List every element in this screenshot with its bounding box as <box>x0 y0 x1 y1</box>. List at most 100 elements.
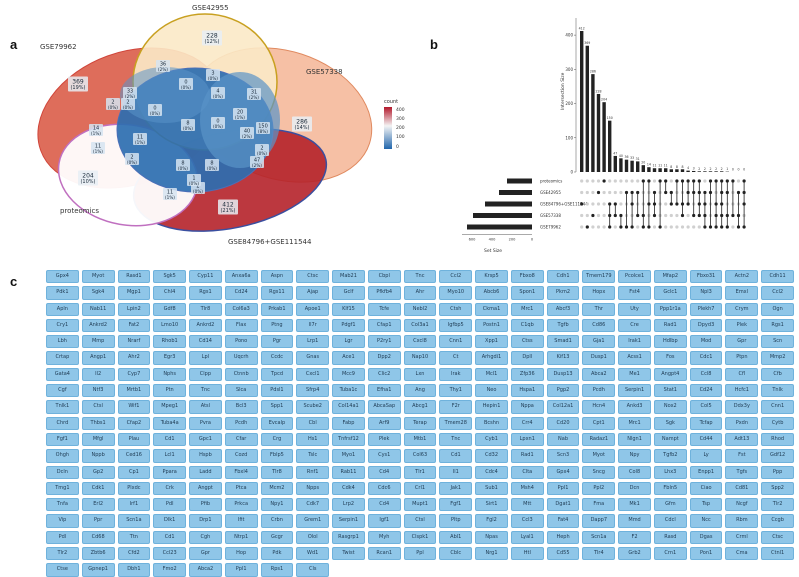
gene-cell: Ang <box>404 384 437 397</box>
y-tick-label: 400 <box>565 33 573 38</box>
gene-cell: Serpin1 <box>618 384 651 397</box>
intersection-bar <box>597 94 600 172</box>
gene-cell: Fabp <box>332 417 365 430</box>
matrix-dot <box>597 225 600 228</box>
gene-cell: Cd55 <box>547 547 580 560</box>
gene-cell: Cxcl8 <box>404 335 437 348</box>
gene-cell: Dpll <box>511 351 544 364</box>
gene-cell: Ccgb <box>761 514 794 527</box>
gene-cell: Plek <box>368 433 401 446</box>
gene-cell: Fbxl4 <box>225 466 258 479</box>
gene-cell: Cbl <box>296 417 329 430</box>
gene-cell: Npy <box>618 449 651 462</box>
gene-cell: Cblc <box>439 547 472 560</box>
gene-cell: Cd20 <box>547 417 580 430</box>
matrix-dot <box>619 191 622 194</box>
gene-cell: Ppp1r1a <box>654 303 687 316</box>
gene-cell: Angpt4 <box>654 368 687 381</box>
gene-cell: Heph <box>547 531 580 544</box>
gene-cell: Tmem28 <box>439 417 472 430</box>
gene-cell: Cry1 <box>46 319 79 332</box>
venn-region-percent: (0%) <box>150 111 160 116</box>
gene-cell: Ahr2 <box>118 351 151 364</box>
venn-region-percent: (0%) <box>257 151 267 156</box>
gene-cell: Mtb1 <box>404 433 437 446</box>
matrix-dot <box>614 179 617 182</box>
gene-cell: Aspn <box>261 270 294 283</box>
venn-region-percent: (1%) <box>165 195 175 200</box>
gene-cell: Mmp <box>82 335 115 348</box>
gene-cell: Ankd3 <box>618 400 651 413</box>
gene-cell: Cyp11 <box>189 270 222 283</box>
gene-cell: Cdk7 <box>296 498 329 511</box>
set-size-tick-label: 200 <box>509 238 517 242</box>
gene-cell: Sub1 <box>475 482 508 495</box>
gene-cell: Rasd <box>654 531 687 544</box>
gene-cell: Col6a3 <box>225 303 258 316</box>
gene-cell: Lpin2 <box>118 303 151 316</box>
gene-cell: Gcgr <box>261 531 294 544</box>
gene-cell: Dlk1 <box>153 514 186 527</box>
matrix-dot <box>703 179 706 182</box>
set-size-bar <box>507 179 532 184</box>
gene-cell: Pkm2 <box>547 286 580 299</box>
gene-cell: Ntrp1 <box>225 531 258 544</box>
intersection-bar-label: 14 <box>647 163 651 167</box>
matrix-dot <box>670 225 673 228</box>
venn-region-percent: (0%) <box>189 181 199 186</box>
gene-cell: Nap10 <box>404 351 437 364</box>
intersection-bar-label: 150 <box>607 116 613 120</box>
gene-cell: Ciao <box>690 482 723 495</box>
gene-cell: Gdf12 <box>761 449 794 462</box>
gene-cell: Gclc1 <box>654 286 687 299</box>
gene-cell: Gclf <box>332 286 365 299</box>
gene-cell: Tsp <box>690 498 723 511</box>
gene-cell: Jak1 <box>439 482 472 495</box>
matrix-dot <box>625 179 628 182</box>
gene-cell: Cp1 <box>118 466 151 479</box>
venn-region-label: 47(2%) <box>250 156 264 168</box>
gene-cell: Acss1 <box>618 351 651 364</box>
gene-cell: Angpt <box>189 482 222 495</box>
matrix-dot <box>580 225 583 228</box>
gene-cell: Dusp13 <box>547 368 580 381</box>
gene-cell: Il2 <box>82 368 115 381</box>
gene-cell: Hepin1 <box>475 400 508 413</box>
gene-cell: Pcdh <box>582 384 615 397</box>
venn-region-label: 33(2%) <box>123 87 137 99</box>
gene-cell: Crtap <box>46 351 79 364</box>
gene-cell: Hopx <box>582 286 615 299</box>
gene-cell: Nox2 <box>654 400 687 413</box>
gene-cell: Wif1 <box>118 400 151 413</box>
intersection-bar-label: 2 <box>704 167 706 171</box>
gene-cell: Clpp <box>189 368 222 381</box>
gene-cell: Tcfap <box>690 417 723 430</box>
venn-region-label: 2(0%) <box>125 153 139 165</box>
gene-cell: Anxa6a <box>225 270 258 283</box>
gene-cell: Cgf <box>46 384 79 397</box>
venn-region-label: 31(2%) <box>247 88 261 100</box>
venn-region-label: 204(10%) <box>78 171 98 186</box>
gene-cell: Htl <box>511 547 544 560</box>
gene-cell: Thbs1 <box>82 417 115 430</box>
gene-cell: Ankrd2 <box>189 319 222 332</box>
intersection-bar <box>709 171 712 172</box>
gene-cell: Cdc1 <box>690 351 723 364</box>
gene-cell: C1qb <box>511 319 544 332</box>
gene-cell: Spp2 <box>761 482 794 495</box>
gene-cell: Cdc6 <box>368 482 401 495</box>
gene-cell: Abcf3 <box>547 303 580 316</box>
gene-cell: Npps <box>296 482 329 495</box>
gene-cell: Pvra <box>189 417 222 430</box>
gene-cell: Ccl23 <box>153 547 186 560</box>
venn-region-label: 11(1%) <box>163 188 177 200</box>
gene-cell: Cre <box>618 319 651 332</box>
gene-cell: Nrarf <box>118 335 151 348</box>
gene-cell: Plek <box>725 319 758 332</box>
set-size-tick-label: 400 <box>489 238 497 242</box>
gene-cell: Apln <box>46 303 79 316</box>
intersection-bar-label: 40 <box>619 154 623 158</box>
gene-cell: Nphs <box>153 368 186 381</box>
gene-cell: Msh4 <box>511 482 544 495</box>
